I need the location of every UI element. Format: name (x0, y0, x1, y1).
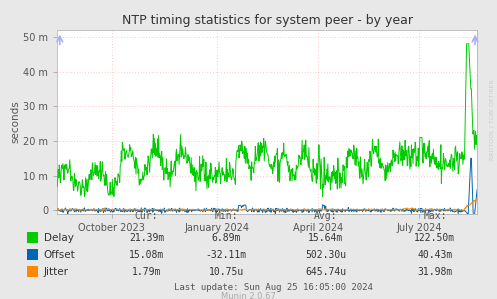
Text: Max:: Max: (423, 211, 447, 221)
Text: 21.39m: 21.39m (129, 233, 164, 243)
Text: 15.08m: 15.08m (129, 250, 164, 260)
Text: 122.50m: 122.50m (414, 233, 455, 243)
Text: Munin 2.0.67: Munin 2.0.67 (221, 292, 276, 299)
Text: RRDTOOL / TOBI OETIKER: RRDTOOL / TOBI OETIKER (490, 79, 495, 160)
Text: Min:: Min: (214, 211, 238, 221)
Text: 15.64m: 15.64m (308, 233, 343, 243)
Text: 1.79m: 1.79m (132, 267, 162, 277)
Text: 10.75u: 10.75u (209, 267, 244, 277)
Text: Avg:: Avg: (314, 211, 337, 221)
Text: 6.89m: 6.89m (211, 233, 241, 243)
Text: Offset: Offset (44, 250, 76, 260)
Text: Cur:: Cur: (135, 211, 159, 221)
Text: 40.43m: 40.43m (417, 250, 452, 260)
Text: Last update: Sun Aug 25 16:05:00 2024: Last update: Sun Aug 25 16:05:00 2024 (174, 283, 373, 292)
Y-axis label: seconds: seconds (10, 100, 20, 143)
Text: 31.98m: 31.98m (417, 267, 452, 277)
Text: 502.30u: 502.30u (305, 250, 346, 260)
Text: Jitter: Jitter (44, 267, 69, 277)
Title: NTP timing statistics for system peer - by year: NTP timing statistics for system peer - … (122, 14, 413, 27)
Text: Delay: Delay (44, 233, 74, 243)
Text: -32.11m: -32.11m (206, 250, 247, 260)
Text: 645.74u: 645.74u (305, 267, 346, 277)
